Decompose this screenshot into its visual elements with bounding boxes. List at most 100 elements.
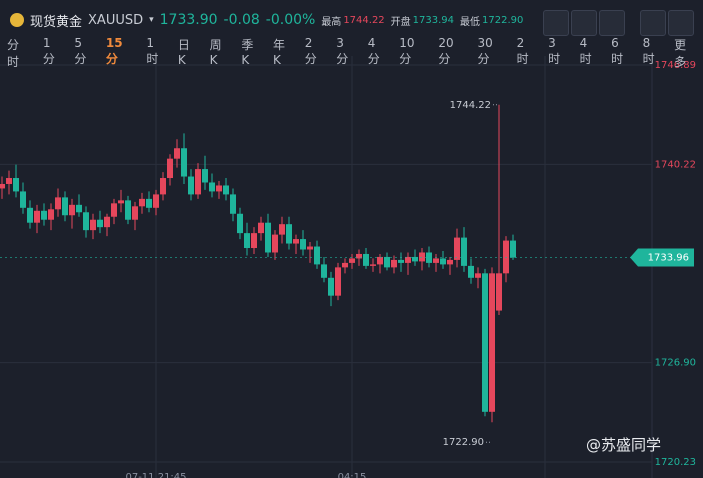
- candle-body: [111, 203, 117, 217]
- candle-body: [405, 256, 411, 263]
- watermark: @苏盛同学: [586, 436, 662, 454]
- candle-body: [76, 204, 82, 213]
- timeframe-bar: 分时 1分 5分 15分 1时 日K 周K 季K 年K 2分 3分 4分 10分 20分 30分 2时 3时 4时…: [0, 36, 703, 69]
- candle-body: [447, 259, 453, 265]
- last-price: 1733.96: [648, 253, 689, 264]
- timeframe[interactable]: 更多: [674, 38, 687, 69]
- candle-body: [391, 259, 397, 268]
- candle-body: [41, 210, 47, 220]
- open-label: 开盘: [390, 16, 411, 28]
- high: 1744.22: [343, 14, 385, 26]
- candle-body: [55, 197, 61, 210]
- candle-body: [321, 264, 327, 278]
- candle-body: [489, 273, 495, 412]
- candle-body: [188, 176, 194, 195]
- change: -0.08: [223, 12, 260, 28]
- price-tag: [630, 248, 694, 267]
- timeframe[interactable]: 3分: [336, 36, 349, 66]
- quote-bar: 现货黄金 XAUUSD ▾ 1733.90 -0.08 -0.00% 最高 17…: [0, 0, 703, 40]
- candle-body: [13, 178, 19, 192]
- candle-body: [293, 239, 299, 244]
- y-tick-label: 1740.22: [655, 159, 696, 170]
- expand-button[interactable]: [640, 10, 666, 36]
- candle-body: [300, 239, 306, 250]
- price: 1733.90: [159, 12, 218, 28]
- candle-body: [125, 200, 131, 220]
- candle-body: [426, 252, 432, 263]
- y-tick-label: 1720.23: [655, 457, 696, 468]
- candle-body: [370, 264, 376, 266]
- symbol-name[interactable]: 现货黄金: [30, 14, 83, 30]
- timeframe[interactable]: 8时: [642, 36, 655, 66]
- candle-body: [398, 259, 404, 263]
- candle-body: [104, 216, 110, 228]
- timeframe[interactable]: 季K: [241, 38, 254, 67]
- candle-body: [335, 267, 341, 296]
- candle-body: [503, 240, 509, 274]
- candle-body: [0, 183, 5, 189]
- timeframe[interactable]: 6时: [611, 36, 624, 66]
- candle-body: [20, 191, 26, 208]
- timeframe[interactable]: 年K: [273, 38, 286, 67]
- candle-body: [27, 207, 33, 223]
- candle-body: [62, 197, 68, 216]
- candle-body: [475, 273, 481, 278]
- candle-button[interactable]: [599, 10, 625, 36]
- candle-body: [482, 273, 488, 412]
- candle-body: [251, 233, 257, 249]
- candle-body: [314, 246, 320, 265]
- candle-body: [433, 258, 439, 263]
- change-pct: -0.00%: [265, 12, 316, 28]
- candle-body: [230, 194, 236, 214]
- low-label: 1722.90: [443, 437, 484, 448]
- x-tick-label: 07-11 21:45: [125, 472, 186, 478]
- timeframe[interactable]: 1时: [146, 36, 159, 66]
- candle-body: [356, 253, 362, 259]
- candle-body: [279, 224, 285, 235]
- candle-body: [146, 198, 152, 208]
- candle-body: [69, 204, 75, 216]
- high-label: 1744.22: [450, 100, 491, 111]
- candle-body: [349, 258, 355, 263]
- timeframe[interactable]: 20分: [438, 36, 454, 66]
- pen-button[interactable]: [571, 10, 597, 36]
- timeframe[interactable]: 3时: [548, 36, 561, 66]
- timeframe[interactable]: 2分: [304, 36, 317, 66]
- x-tick-label: 04:15: [338, 472, 367, 478]
- candle-body: [132, 206, 138, 220]
- candle-body: [496, 273, 502, 311]
- timeframe[interactable]: 5分: [74, 36, 87, 66]
- timeframe[interactable]: 周K: [209, 38, 222, 67]
- candle-body: [244, 233, 250, 249]
- candle-body: [139, 198, 145, 207]
- candle-body: [454, 237, 460, 260]
- y-tick-label: 1726.90: [655, 358, 696, 369]
- timeframe[interactable]: 1分: [42, 36, 55, 66]
- candle-body: [286, 224, 292, 244]
- timeframe[interactable]: 4时: [579, 36, 592, 66]
- timeframe[interactable]: 10分: [399, 36, 415, 66]
- candle-body: [160, 178, 166, 195]
- candle-body: [307, 246, 313, 250]
- timeframe[interactable]: 分时: [7, 38, 20, 69]
- draw-button[interactable]: [543, 10, 569, 36]
- low: 1722.90: [482, 14, 524, 26]
- candle-body: [181, 148, 187, 177]
- close-button[interactable]: [668, 10, 694, 36]
- candle-body: [174, 148, 180, 159]
- candle-body: [363, 253, 369, 266]
- candle-body: [167, 158, 173, 179]
- timeframe[interactable]: 30分: [477, 36, 493, 66]
- candle-body: [419, 252, 425, 262]
- candle-body: [209, 182, 215, 192]
- candle-body: [258, 222, 264, 234]
- timeframe[interactable]: 2时: [516, 36, 529, 66]
- candle-body: [265, 222, 271, 253]
- candle-body: [384, 256, 390, 268]
- candle-body: [97, 219, 103, 228]
- timeframe[interactable]: 日K: [177, 38, 190, 67]
- timeframe[interactable]: 15分: [105, 36, 123, 66]
- candle-body: [223, 185, 229, 195]
- timeframe[interactable]: 4分: [367, 36, 380, 66]
